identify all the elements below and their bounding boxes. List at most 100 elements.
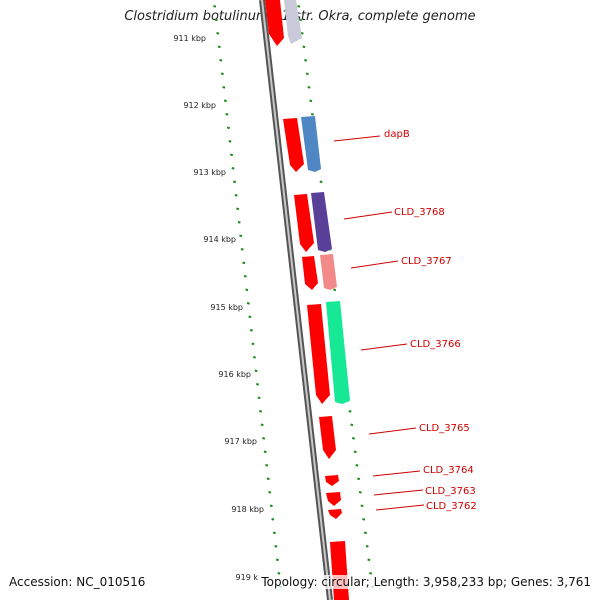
minor-tick <box>268 491 272 494</box>
minor-tick <box>272 531 276 535</box>
minor-tick <box>254 369 258 373</box>
minor-tick <box>304 59 308 62</box>
minor-tick <box>216 32 220 35</box>
gene-forward[interactable] <box>283 118 304 172</box>
minor-tick <box>307 86 311 89</box>
gene-forward[interactable] <box>302 256 318 290</box>
gene-label-CLD_3764[interactable]: CLD_3764 <box>423 465 474 476</box>
minor-tick <box>277 572 281 575</box>
inner-tick-ring <box>213 5 282 589</box>
gene-CLD_3767[interactable] <box>320 254 337 290</box>
minor-tick <box>362 518 366 521</box>
gene-forward[interactable] <box>330 541 349 600</box>
gene-reverse[interactable] <box>284 0 302 44</box>
minor-tick <box>219 59 223 62</box>
minor-tick <box>265 464 269 467</box>
ruler-labels: 911 kbp 912 kbp 913 kbp 914 kbp 915 kbp 916 k… <box>173 34 264 582</box>
gene-CLD_3766[interactable] <box>326 301 350 404</box>
gene-dapB[interactable] <box>301 116 321 172</box>
minor-tick <box>213 5 217 8</box>
gene-label-CLD_3762[interactable]: CLD_3762 <box>426 501 477 512</box>
minor-tick <box>259 410 263 413</box>
gene-CLD_3764[interactable] <box>325 475 339 486</box>
gene-labels: dapB CLD_3768 CLD_3767 CLD_3766 CLD_3765 CLD_… <box>384 129 477 512</box>
minor-tick <box>351 437 355 440</box>
gene-features <box>265 0 350 600</box>
minor-tick <box>233 180 237 184</box>
gene-label-CLD_3767[interactable]: CLD_3767 <box>401 256 452 267</box>
minor-tick <box>263 450 267 454</box>
minor-tick <box>252 356 256 359</box>
minor-tick <box>360 504 364 508</box>
gene-label-dapB[interactable]: dapB <box>384 129 410 140</box>
minor-tick <box>367 558 371 562</box>
minor-tick <box>245 288 249 292</box>
gene-forward[interactable] <box>294 194 314 252</box>
gene-label-leaders <box>333 135 425 511</box>
gene-label-CLD_3765[interactable]: CLD_3765 <box>419 423 470 434</box>
minor-tick <box>239 234 243 238</box>
minor-tick <box>256 383 260 386</box>
minor-tick <box>226 126 230 130</box>
genome-title: Clostridium botulinum B1 str. Okra, comp… <box>124 9 476 24</box>
ruler-label: 918 kbp <box>231 505 264 514</box>
minor-tick <box>358 491 362 494</box>
minor-tick <box>274 545 278 548</box>
minor-tick <box>243 275 247 278</box>
gene-forward[interactable] <box>265 0 284 46</box>
ruler-label: 916 kbp <box>218 370 251 379</box>
minor-tick <box>363 531 367 535</box>
minor-tick <box>220 72 224 76</box>
minor-tick <box>305 72 309 76</box>
minor-tick <box>249 329 253 332</box>
minor-tick <box>214 18 218 22</box>
gene-label-CLD_3768[interactable]: CLD_3768 <box>394 207 445 218</box>
accession-label: Accession: NC_010516 <box>9 575 146 589</box>
minor-tick <box>350 423 354 427</box>
gene-label-CLD_3763[interactable]: CLD_3763 <box>425 486 476 497</box>
ruler-label: 917 kbp <box>224 437 257 446</box>
minor-tick <box>298 18 302 22</box>
minor-tick <box>257 396 261 400</box>
minor-tick <box>275 558 279 562</box>
minor-tick <box>300 32 304 35</box>
minor-tick <box>223 99 227 103</box>
minor-tick <box>237 221 241 224</box>
minor-tick <box>297 5 301 8</box>
minor-tick <box>262 437 266 440</box>
minor-tick <box>225 113 229 116</box>
minor-tick <box>217 45 221 49</box>
minor-tick <box>234 194 238 197</box>
minor-tick <box>310 113 314 116</box>
ruler-label: 911 kbp <box>173 34 206 43</box>
minor-tick <box>251 342 255 346</box>
gene-CLD_3763[interactable] <box>326 492 341 506</box>
minor-tick <box>246 302 250 305</box>
minor-tick <box>333 288 337 292</box>
gene-CLD_3768[interactable] <box>311 192 332 252</box>
minor-tick <box>309 99 313 103</box>
gene-label-CLD_3766[interactable]: CLD_3766 <box>410 339 461 350</box>
ruler-label: 919 k <box>236 573 259 582</box>
minor-tick <box>365 545 369 548</box>
minor-tick <box>240 248 244 251</box>
minor-tick <box>260 423 264 427</box>
minor-tick <box>228 140 232 143</box>
minor-tick <box>266 477 270 481</box>
ruler-label: 915 kbp <box>210 303 243 312</box>
gene-CLD_3765[interactable] <box>319 416 336 459</box>
genome-summary: Topology: circular; Length: 3,958,233 bp… <box>261 575 591 589</box>
minor-tick <box>348 410 352 413</box>
gene-forward[interactable] <box>307 304 330 404</box>
minor-tick <box>269 504 273 508</box>
minor-tick <box>271 518 275 521</box>
gene-CLD_3762[interactable] <box>328 509 342 519</box>
minor-tick <box>230 153 233 157</box>
minor-tick <box>242 261 246 265</box>
minor-tick <box>355 464 359 467</box>
genome-backbone <box>259 0 333 600</box>
minor-tick <box>319 180 323 184</box>
minor-tick <box>248 315 252 319</box>
minor-tick <box>231 167 235 170</box>
